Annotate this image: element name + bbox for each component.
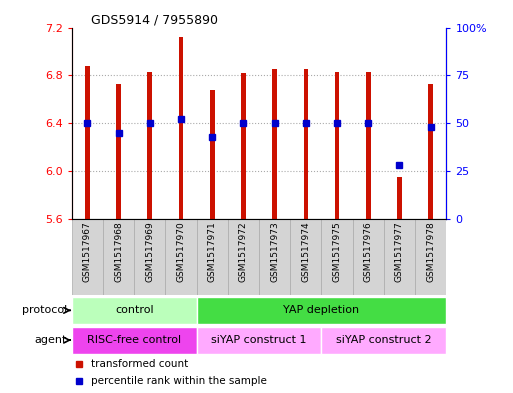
Text: GSM1517976: GSM1517976	[364, 221, 373, 282]
Bar	[72, 297, 196, 324]
Text: percentile rank within the sample: percentile rank within the sample	[91, 376, 266, 386]
Bar	[116, 84, 121, 219]
Text: GDS5914 / 7955890: GDS5914 / 7955890	[91, 13, 218, 26]
Bar	[322, 327, 446, 354]
Bar	[196, 219, 228, 296]
Bar	[134, 219, 165, 296]
Text: GSM1517972: GSM1517972	[239, 221, 248, 282]
Text: GSM1517968: GSM1517968	[114, 221, 123, 282]
Bar	[290, 219, 322, 296]
Bar	[148, 72, 152, 219]
Bar	[72, 327, 196, 354]
Bar	[103, 219, 134, 296]
Bar	[415, 219, 446, 296]
Text: agent: agent	[35, 335, 67, 345]
Bar	[196, 327, 322, 354]
Text: GSM1517969: GSM1517969	[145, 221, 154, 282]
Bar	[428, 84, 433, 219]
Bar	[259, 219, 290, 296]
Text: control: control	[115, 305, 153, 315]
Bar	[72, 219, 103, 296]
Text: siYAP construct 1: siYAP construct 1	[211, 335, 307, 345]
Bar	[165, 219, 196, 296]
Bar	[366, 72, 370, 219]
Text: RISC-free control: RISC-free control	[87, 335, 181, 345]
Text: GSM1517973: GSM1517973	[270, 221, 279, 282]
Bar	[85, 66, 90, 219]
Bar	[353, 219, 384, 296]
Text: GSM1517975: GSM1517975	[332, 221, 342, 282]
Text: siYAP construct 2: siYAP construct 2	[336, 335, 432, 345]
Bar	[304, 70, 308, 219]
Text: GSM1517977: GSM1517977	[395, 221, 404, 282]
Text: transformed count: transformed count	[91, 358, 188, 369]
Text: GSM1517978: GSM1517978	[426, 221, 435, 282]
Bar	[272, 70, 277, 219]
Bar	[228, 219, 259, 296]
Text: YAP depletion: YAP depletion	[283, 305, 360, 315]
Bar	[210, 90, 214, 219]
Text: GSM1517970: GSM1517970	[176, 221, 186, 282]
Text: GSM1517971: GSM1517971	[208, 221, 217, 282]
Bar	[384, 219, 415, 296]
Bar	[196, 297, 446, 324]
Bar	[335, 72, 340, 219]
Text: GSM1517974: GSM1517974	[301, 221, 310, 282]
Bar	[241, 73, 246, 219]
Bar	[179, 37, 183, 219]
Text: protocol: protocol	[22, 305, 67, 315]
Bar	[397, 177, 402, 219]
Bar	[322, 219, 353, 296]
Text: GSM1517967: GSM1517967	[83, 221, 92, 282]
